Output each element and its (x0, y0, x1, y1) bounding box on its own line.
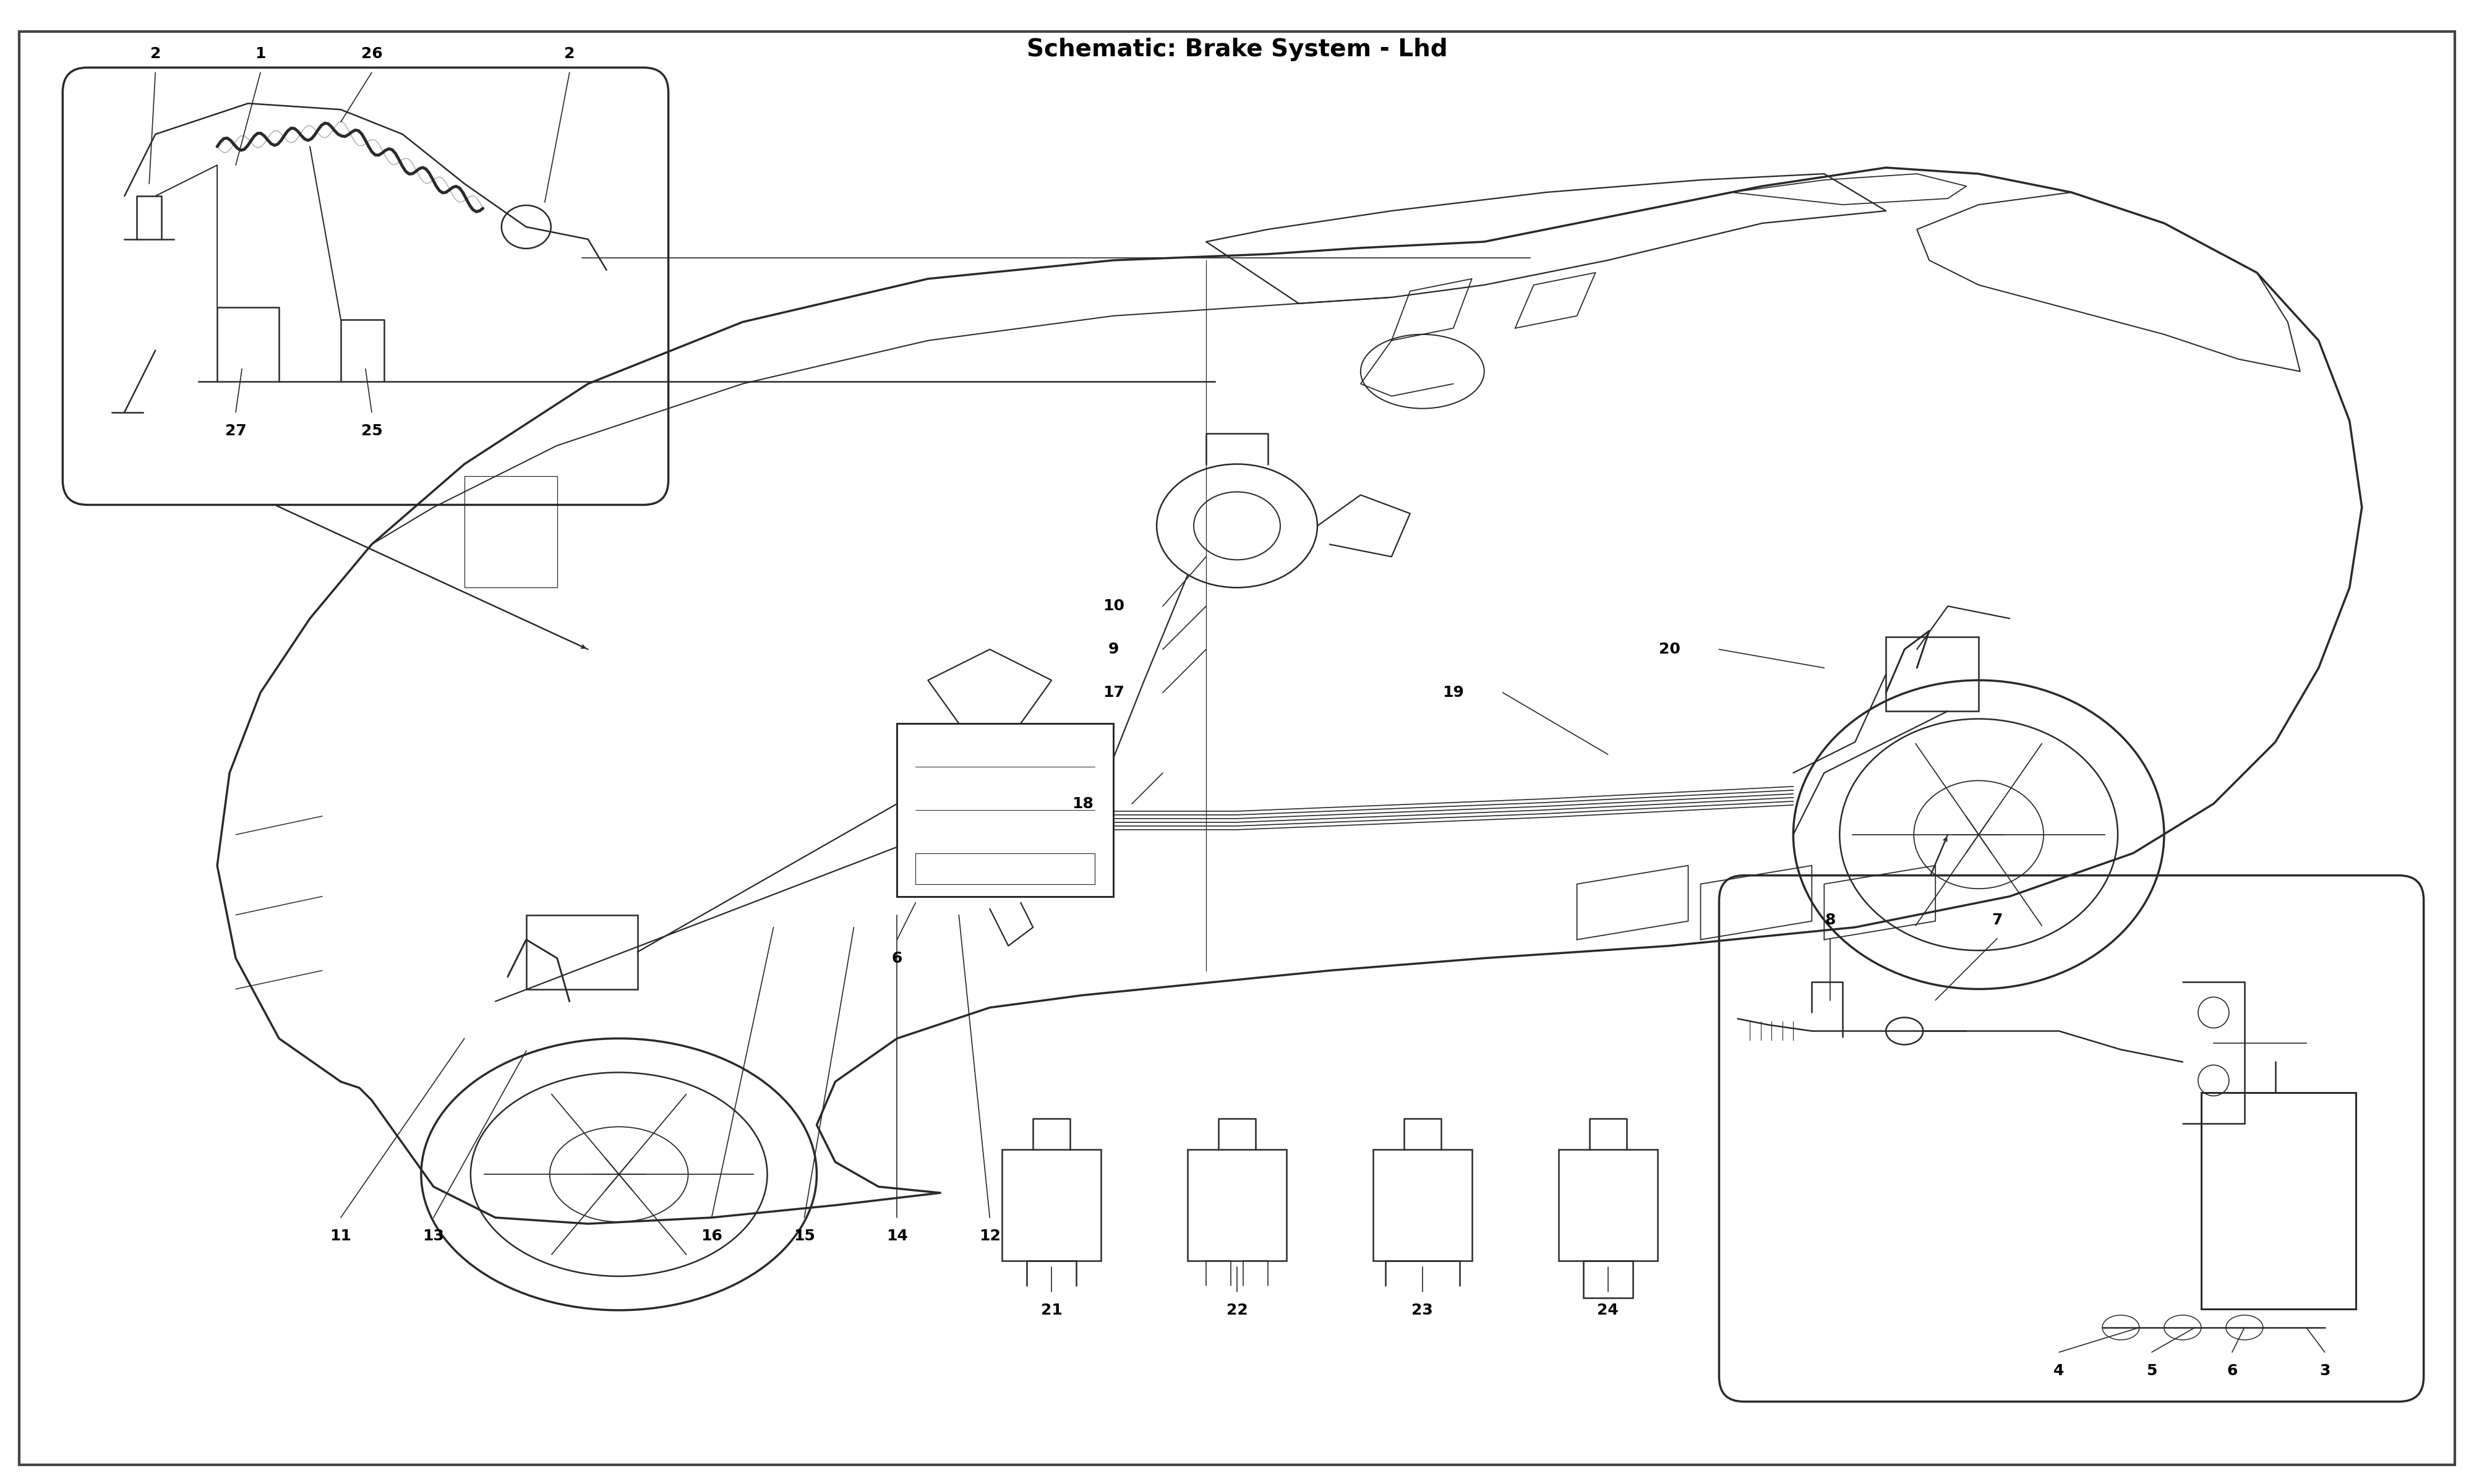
Text: 1: 1 (255, 46, 265, 61)
Text: 6: 6 (2227, 1364, 2236, 1379)
Text: 22: 22 (1227, 1303, 1247, 1318)
Text: 3: 3 (2321, 1364, 2331, 1379)
Text: 16: 16 (700, 1229, 722, 1244)
Text: 13: 13 (423, 1229, 445, 1244)
Text: 27: 27 (225, 423, 247, 438)
Bar (898, 724, 1113, 896)
Text: 18: 18 (1071, 797, 1094, 812)
Bar (2202, 1092, 2355, 1309)
Bar (1583, 1261, 1633, 1298)
Text: Schematic: Brake System - Lhd: Schematic: Brake System - Lhd (1027, 39, 1447, 61)
Bar (1373, 1150, 1472, 1261)
Text: 10: 10 (1103, 598, 1123, 613)
Text: 11: 11 (329, 1229, 351, 1244)
Text: 5: 5 (2147, 1364, 2157, 1379)
Text: 12: 12 (980, 1229, 999, 1244)
Text: 2: 2 (564, 46, 574, 61)
Text: 26: 26 (361, 46, 383, 61)
Bar (527, 916, 638, 988)
Bar (1885, 637, 1979, 711)
Bar (1002, 1150, 1101, 1261)
FancyBboxPatch shape (1719, 876, 2425, 1401)
Text: 25: 25 (361, 423, 383, 438)
Bar (465, 476, 557, 588)
Text: 9: 9 (1108, 643, 1118, 657)
Text: 17: 17 (1103, 686, 1123, 700)
Text: 8: 8 (1826, 913, 1836, 927)
Text: 21: 21 (1042, 1303, 1061, 1318)
Text: 23: 23 (1413, 1303, 1432, 1318)
Text: 14: 14 (886, 1229, 908, 1244)
Text: 24: 24 (1598, 1303, 1618, 1318)
Text: 2: 2 (151, 46, 161, 61)
Bar (1559, 1150, 1658, 1261)
Text: 15: 15 (794, 1229, 814, 1244)
Text: 20: 20 (1660, 643, 1680, 657)
FancyBboxPatch shape (62, 68, 668, 505)
Bar (1188, 1150, 1286, 1261)
Text: 6: 6 (891, 951, 903, 966)
Text: 19: 19 (1442, 686, 1465, 700)
Text: 7: 7 (1992, 913, 2001, 927)
Bar (915, 853, 1096, 884)
Text: 4: 4 (2053, 1364, 2063, 1379)
